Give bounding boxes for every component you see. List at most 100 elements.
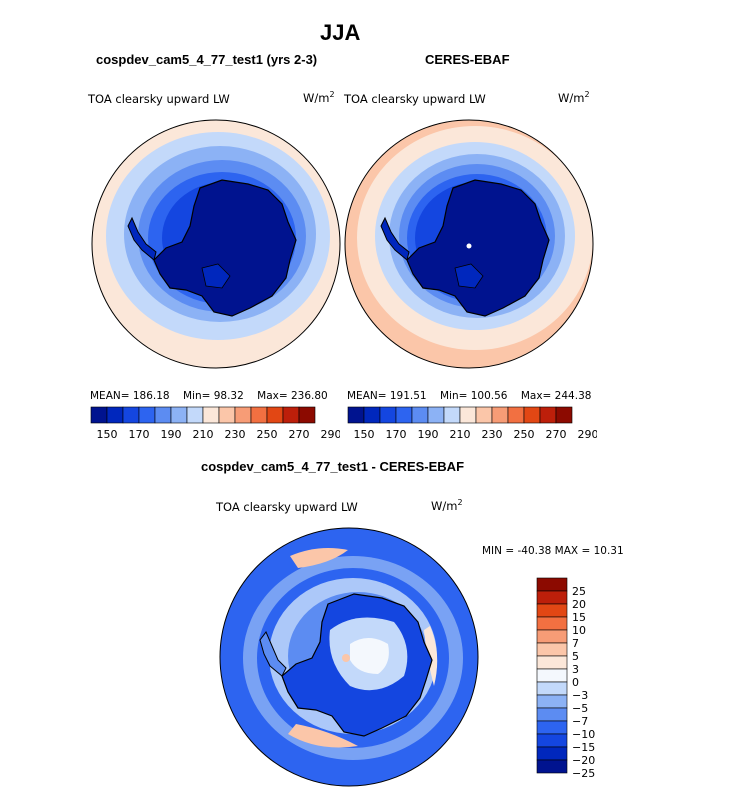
panel-model-field-label: TOA clearsky upward LW	[88, 92, 230, 106]
diff-colorbar-tick-label: −7	[572, 715, 588, 728]
colorbar-swatch	[523, 406, 541, 424]
colorbar-swatch	[459, 406, 477, 424]
colorbar-tick-label: 150	[97, 428, 118, 441]
colorbar-swatch	[266, 406, 284, 424]
diff-interior-white-patch	[350, 638, 389, 674]
colorbar-tick-label: 190	[418, 428, 439, 441]
diff-colorbar-tick-label: −10	[572, 728, 595, 741]
colorbar-tick-label: 170	[386, 428, 407, 441]
colorbar-swatch	[138, 406, 156, 424]
colorbar-swatch	[363, 406, 381, 424]
panel-obs-units: W/m2	[558, 90, 590, 105]
colorbar-swatch	[427, 406, 445, 424]
colorbar-tick-label: 290	[578, 428, 598, 441]
colorbar-tick-label: 270	[546, 428, 567, 441]
colorbar-swatch	[186, 406, 204, 424]
diff-colorbar-swatch	[536, 694, 568, 709]
model-polar-map	[91, 119, 341, 369]
diff-colorbar-swatch	[536, 668, 568, 683]
diff-colorbar-swatch	[536, 681, 568, 696]
colorbar-tick-label: 190	[161, 428, 182, 441]
diff-colorbar-tick-label: −3	[572, 689, 588, 702]
diff-colorbar-swatch	[536, 733, 568, 748]
diff-colorbar-swatch	[536, 746, 568, 761]
panel-diff-minmax: MIN = -40.38 MAX = 10.31	[482, 545, 624, 557]
colorbar-swatch	[122, 406, 140, 424]
diff-colorbar-swatch	[536, 642, 568, 657]
antarctic-peninsula	[259, 631, 287, 677]
colorbar-tick-label: 250	[257, 428, 278, 441]
diff-colorbar-tick-label: −5	[572, 702, 588, 715]
diff-colorbar-tick-label: 7	[572, 637, 579, 650]
panel-diff-title: cospdev_cam5_4_77_test1 - CERES-EBAF	[201, 459, 465, 474]
colorbar-tick-label: 230	[482, 428, 503, 441]
diff-colorbar-tick-label: 15	[572, 611, 586, 624]
colorbar-swatch	[539, 406, 557, 424]
colorbar-swatch	[347, 406, 365, 424]
colorbar-swatch	[443, 406, 461, 424]
diff-colorbar-swatch	[536, 759, 568, 774]
colorbar-tick-label: 270	[289, 428, 310, 441]
panel-model-units: W/m2	[303, 90, 335, 105]
colorbar-swatch	[250, 406, 268, 424]
antarctica-landmass	[406, 179, 550, 317]
diff-colorbar-tick-label: −20	[572, 754, 595, 767]
colorbar-swatch	[379, 406, 397, 424]
panel-model-stats: MEAN= 186.18 Min= 98.32 Max= 236.80	[90, 390, 328, 402]
diff-colorbar-tick-label: 0	[572, 676, 579, 689]
colorbar-tick-label: 210	[193, 428, 214, 441]
diff-colorbar-swatch	[536, 577, 568, 592]
colorbar-swatch	[234, 406, 252, 424]
model-mean: MEAN= 186.18	[90, 390, 170, 402]
panel-model-title: cospdev_cam5_4_77_test1 (yrs 2-3)	[96, 52, 318, 67]
colorbar-swatch	[202, 406, 220, 424]
obs-mean: MEAN= 191.51	[347, 390, 427, 402]
ross-ice-shelf	[454, 263, 484, 289]
colorbar-swatch	[282, 406, 300, 424]
colorbar-swatch	[298, 406, 316, 424]
diff-colorbar-swatch	[536, 720, 568, 735]
model-colorbar: 150 170 190 210 230 250 270 290	[90, 406, 341, 441]
diff-colorbar-tick-label: −15	[572, 741, 595, 754]
south-pole-marker	[466, 243, 472, 249]
colorbar-swatch	[491, 406, 509, 424]
colorbar-tick-label: 150	[354, 428, 375, 441]
panel-obs-title: CERES-EBAF	[425, 52, 510, 67]
colorbar-swatch	[507, 406, 525, 424]
colorbar-swatch	[475, 406, 493, 424]
colorbar-tick-label: 210	[450, 428, 471, 441]
colorbar-swatch	[170, 406, 188, 424]
colorbar-swatch	[411, 406, 429, 424]
antarctic-peninsula	[380, 216, 410, 261]
colorbar-swatch	[106, 406, 124, 424]
colorbar-swatch	[555, 406, 573, 424]
diff-polar-map	[219, 527, 479, 787]
diff-colorbar-tick-label: 10	[572, 624, 586, 637]
panel-diff-field-label: TOA clearsky upward LW	[216, 500, 358, 514]
diff-colorbar-swatch	[536, 707, 568, 722]
diff-colorbar-swatch	[536, 616, 568, 631]
diff-colorbar-swatch	[536, 590, 568, 605]
panel-obs-stats: MEAN= 191.51 Min= 100.56 Max= 244.38	[347, 390, 591, 402]
diff-colorbar-tick-label: 20	[572, 598, 586, 611]
diff-positive-patch-south	[288, 724, 358, 748]
diff-colorbar-swatch	[536, 629, 568, 644]
ross-ice-shelf	[201, 263, 231, 289]
model-min: Min= 98.32	[182, 390, 244, 402]
model-max: Max= 236.80	[257, 390, 328, 402]
colorbar-tick-label: 290	[321, 428, 341, 441]
diff-colorbar-tick-label: 3	[572, 663, 579, 676]
obs-min: Min= 100.56	[439, 390, 508, 402]
antarctic-peninsula	[127, 216, 157, 261]
antarctica-landmass	[153, 179, 297, 317]
diff-colorbar-swatch	[536, 655, 568, 670]
diff-colorbar-tick-label: 25	[572, 585, 586, 598]
diff-colorbar-tick-label: 5	[572, 650, 579, 663]
obs-colorbar: 150 170 190 210 230 250 270 290	[347, 406, 598, 441]
obs-max: Max= 244.38	[520, 390, 592, 402]
pole-positive-dot	[342, 654, 350, 662]
panel-obs-field-label: TOA clearsky upward LW	[344, 92, 486, 106]
diff-colorbar-tick-label: −25	[572, 767, 595, 780]
season-title: JJA	[320, 20, 361, 45]
